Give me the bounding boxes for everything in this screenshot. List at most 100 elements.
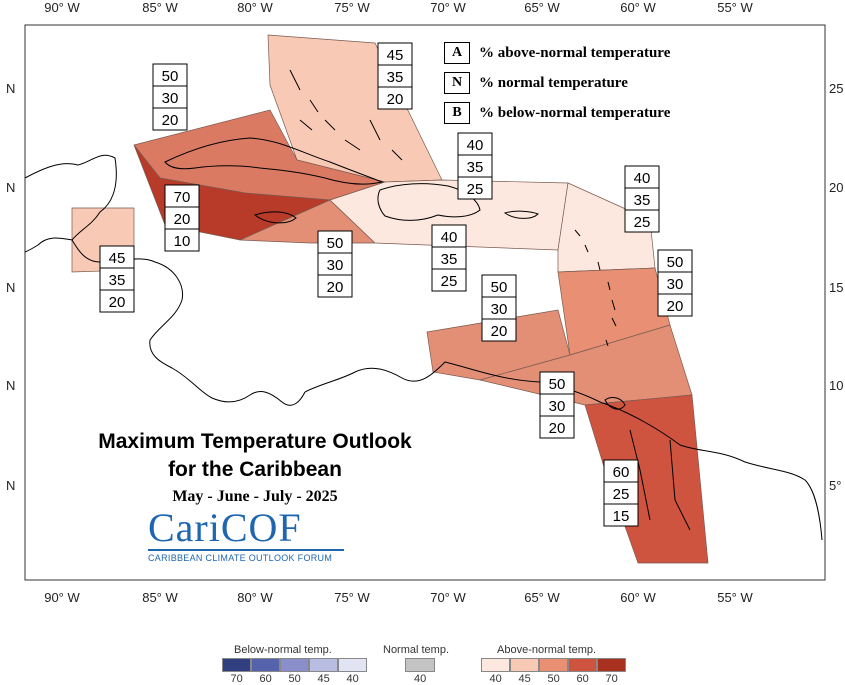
- lon-tick-top: 60° W: [620, 0, 656, 15]
- key-row-above: A % above-normal temperature: [444, 42, 670, 64]
- legend-label-above: 50: [547, 673, 560, 685]
- key-text: % above-normal temperature: [479, 44, 671, 61]
- key-row-normal: N % normal temperature: [444, 72, 628, 94]
- lon-tick-bottom: 90° W: [44, 590, 80, 605]
- legend-label-above: 60: [576, 673, 589, 685]
- prob-box-abc-islands: 50 30 20: [481, 274, 517, 342]
- lon-tick-bottom: 70° W: [430, 590, 466, 605]
- prob-above: 50: [667, 254, 684, 271]
- prob-normal: 30: [667, 276, 684, 293]
- lat-tick-right: 10: [829, 378, 843, 393]
- prob-above: 50: [327, 235, 344, 252]
- key-row-below: B % below-normal temperature: [444, 102, 670, 124]
- legend-swatch-above: [510, 658, 539, 672]
- lat-tick-left: N: [6, 378, 15, 393]
- prob-below: 20: [491, 323, 508, 340]
- lon-tick-bottom: 75° W: [334, 590, 370, 605]
- prob-box-jamaica-south: 50 30 20: [317, 230, 353, 298]
- lon-tick-bottom: 60° W: [620, 590, 656, 605]
- legend-swatch-below: [251, 658, 280, 672]
- prob-box-windwards: 50 30 20: [657, 249, 693, 317]
- prob-above: 40: [634, 170, 651, 187]
- key-text: % normal temperature: [479, 74, 628, 91]
- prob-below: 25: [441, 273, 458, 290]
- prob-above: 70: [174, 189, 191, 206]
- prob-normal: 30: [491, 301, 508, 318]
- lon-tick-bottom: 65° W: [524, 590, 560, 605]
- legend-label-below: 50: [288, 673, 301, 685]
- prob-normal: 35: [109, 272, 126, 289]
- prob-normal: 20: [174, 211, 191, 228]
- lat-tick-right: 20: [829, 180, 843, 195]
- prob-below: 20: [549, 420, 566, 437]
- lon-tick-top: 85° W: [142, 0, 178, 15]
- lat-ticks-left: N N N N N: [6, 81, 15, 493]
- legend-swatch-below: [309, 658, 338, 672]
- legend-swatch-above: [481, 658, 510, 672]
- lat-ticks-right: 25 20 15 10 5°: [829, 81, 843, 493]
- lon-tick-bottom: 85° W: [142, 590, 178, 605]
- lat-tick-left: N: [6, 478, 15, 493]
- legend-label-below: 45: [317, 673, 330, 685]
- lon-tick-top: 65° W: [524, 0, 560, 15]
- prob-below: 20: [162, 112, 179, 129]
- legend-label-below: 40: [346, 673, 359, 685]
- legend-swatch-above: [539, 658, 568, 672]
- prob-box-belize: 45 35 20: [99, 245, 135, 313]
- prob-box-leewards: 40 35 25: [624, 165, 660, 233]
- prob-normal: 35: [634, 192, 651, 209]
- lat-tick-left: N: [6, 81, 15, 96]
- legend-below-title: Below-normal temp.: [234, 644, 332, 656]
- lat-tick-left: N: [6, 280, 15, 295]
- coast-hispaniola: [377, 183, 481, 221]
- prob-normal: 35: [387, 69, 404, 86]
- prob-below: 20: [387, 91, 404, 108]
- map-title-line1: Maximum Temperature Outlook: [98, 430, 412, 453]
- lon-tick-bottom: 55° W: [717, 590, 753, 605]
- lat-tick-right: 15: [829, 280, 843, 295]
- legend-normal-title: Normal temp.: [383, 644, 450, 656]
- prob-above: 45: [109, 250, 126, 267]
- prob-below: 15: [613, 508, 630, 525]
- prob-above: 50: [491, 279, 508, 296]
- legend-swatch-above: [568, 658, 597, 672]
- lon-ticks-top: 90° W 85° W 80° W 75° W 70° W 65° W 60° …: [44, 0, 753, 15]
- lon-tick-top: 55° W: [717, 0, 753, 15]
- prob-box-cayman-jamaica: 70 20 10: [164, 184, 200, 252]
- legend-label-above: 70: [605, 673, 618, 685]
- lat-tick-right: 25: [829, 81, 843, 96]
- key-letter: B: [444, 102, 470, 124]
- lon-tick-top: 90° W: [44, 0, 80, 15]
- prob-box-bahamas: 45 35 20: [377, 42, 413, 110]
- legend-swatch-above: [597, 658, 626, 672]
- coast-guianas-border: [629, 429, 691, 531]
- lat-tick-left: N: [6, 180, 15, 195]
- legend-label-below: 70: [230, 673, 243, 685]
- legend-above-title: Above-normal temp.: [497, 644, 597, 656]
- caricof-logo: CariCOF CARIBBEAN CLIMATE OUTLOOK FORUM: [148, 508, 358, 563]
- lon-tick-top: 75° W: [334, 0, 370, 15]
- prob-normal: 30: [162, 90, 179, 107]
- coast-colombia-venezuela: [304, 361, 823, 541]
- prob-above: 50: [549, 376, 566, 393]
- prob-below: 25: [634, 214, 651, 231]
- prob-normal: 35: [467, 159, 484, 176]
- prob-below: 20: [667, 298, 684, 315]
- coast-florida-mexico: [24, 154, 117, 253]
- prob-box-guianas: 60 25 15: [603, 459, 639, 527]
- prob-box-trinidad: 50 30 20: [539, 371, 575, 439]
- logo-underline: [148, 549, 344, 551]
- map-title-line2: for the Caribbean: [168, 458, 342, 481]
- prob-normal: 30: [327, 257, 344, 274]
- prob-box-hispaniola-pr: 40 35 25: [431, 224, 467, 292]
- legend-swatch-below: [338, 658, 367, 672]
- prob-normal: 35: [441, 251, 458, 268]
- prob-box-hispaniola-north: 40 35 25: [457, 132, 493, 200]
- legend-swatch-below: [222, 658, 251, 672]
- coast-lesser-antilles: [574, 229, 617, 347]
- prob-above: 40: [441, 229, 458, 246]
- logo-subtitle: CARIBBEAN CLIMATE OUTLOOK FORUM: [148, 553, 333, 563]
- prob-below: 25: [467, 181, 484, 198]
- lon-tick-top: 80° W: [237, 0, 273, 15]
